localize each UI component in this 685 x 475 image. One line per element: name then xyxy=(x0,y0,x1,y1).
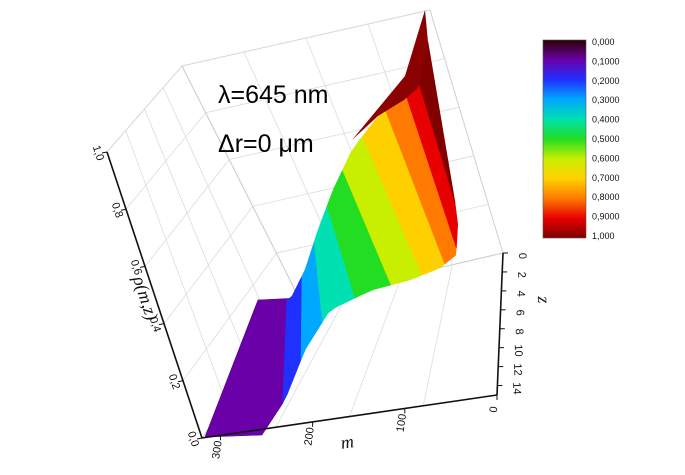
z-tick-mark xyxy=(101,151,108,154)
y-tick-label: 0 xyxy=(516,253,528,260)
surface-plot xyxy=(204,10,459,438)
z-tick-mark xyxy=(196,437,203,440)
colorbar-tick-label: 0,000 xyxy=(592,37,615,47)
grid-line xyxy=(275,288,352,428)
z-tick-label: 0,0 xyxy=(185,430,201,448)
z-tick-label: 1,0 xyxy=(90,144,106,162)
grid-line xyxy=(349,276,402,417)
colorbar-rect xyxy=(542,39,587,239)
colorbar-tick-label: 0,5000 xyxy=(592,134,620,144)
m-tick-label: 100 xyxy=(395,413,409,433)
colorbar-tick-label: 1,000 xyxy=(592,231,615,241)
colorbar-tick-label: 0,7000 xyxy=(592,173,620,183)
colorbar: 0,000 0,1000 0,2000 0,3000 0,4000 0,5000 0,600… xyxy=(542,37,620,241)
y-axis-line xyxy=(496,252,504,396)
m-axis-line xyxy=(201,394,498,439)
y-tick-label: 4 xyxy=(514,290,526,297)
y-tick-label: 8 xyxy=(513,328,525,335)
y-axis-ticks: 0 2 4 6 8 10 12 14 xyxy=(497,252,528,395)
y-axis-title: z xyxy=(534,295,554,304)
z-axis-line xyxy=(106,151,203,439)
y-tick-label: 12 xyxy=(511,363,523,376)
grid-line xyxy=(125,130,227,404)
grid-line xyxy=(422,264,453,406)
surface-top-cap xyxy=(352,10,428,140)
m-tick-label: 200 xyxy=(302,427,316,447)
z-tick-label: 0,4 xyxy=(147,316,163,334)
y-tick-label: 6 xyxy=(513,309,525,316)
surface-color-bands xyxy=(257,41,459,436)
z-axis-title: ρ(m,z) xyxy=(128,273,162,323)
colorbar-labels: 0,000 0,1000 0,2000 0,3000 0,4000 0,5000 0,600… xyxy=(592,37,620,241)
axes xyxy=(106,151,504,439)
grid-line xyxy=(162,87,276,335)
colorbar-tick-label: 0,8000 xyxy=(592,192,620,202)
m-tick-label: 300 xyxy=(210,440,224,460)
z-tick-mark xyxy=(139,265,146,268)
z-tick-label: 0,6 xyxy=(128,258,144,276)
surface-band xyxy=(300,268,306,361)
offset-annotation: Δr=0 μm xyxy=(218,130,314,158)
y-tick-label: 14 xyxy=(510,382,522,395)
z-tick-mark xyxy=(158,323,165,326)
m-tick-label: 0 xyxy=(488,406,501,414)
wavelength-annotation: λ=645 nm xyxy=(218,81,329,109)
colorbar-tick-label: 0,3000 xyxy=(592,95,620,105)
colorbar-tick-label: 0,6000 xyxy=(592,153,620,163)
y-tick-label: 10 xyxy=(512,344,524,357)
colorbar-tick-label: 0,1000 xyxy=(592,56,620,66)
m-axis-ticks: 0 100 200 300 xyxy=(210,395,500,460)
colorbar-tick-label: 0,9000 xyxy=(592,212,620,222)
m-axis-title: m xyxy=(339,431,355,453)
grid-line xyxy=(144,108,252,370)
z-tick-mark xyxy=(177,380,184,383)
y-tick-label: 2 xyxy=(515,272,527,279)
z-axis-ticks: 0,0 0,2 0,4 0,6 0,8 1,0 xyxy=(90,144,203,448)
z-tick-mark xyxy=(120,208,127,211)
z-tick-label: 0,8 xyxy=(109,201,125,219)
colorbar-tick-label: 0,4000 xyxy=(592,115,620,125)
z-tick-label: 0,2 xyxy=(166,373,182,391)
colorbar-tick-label: 0,2000 xyxy=(592,76,620,86)
